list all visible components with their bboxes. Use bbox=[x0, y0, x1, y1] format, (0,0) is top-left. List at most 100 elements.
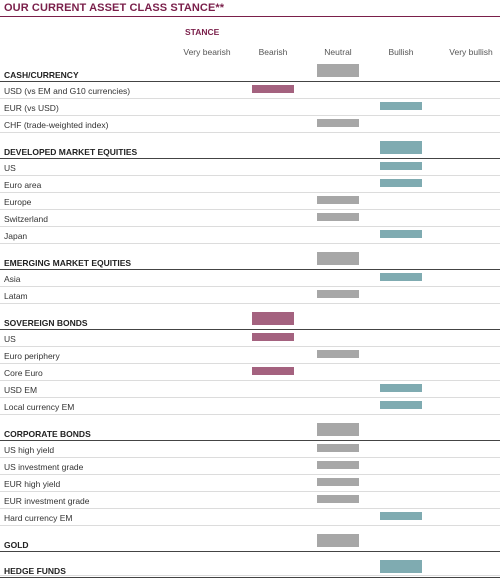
table-row: Asia bbox=[0, 270, 500, 287]
stance-bar-bearish bbox=[252, 85, 294, 93]
table-row: Latam bbox=[0, 287, 500, 304]
table-row: Core Euro bbox=[0, 364, 500, 381]
category-row: CASH/CURRENCY bbox=[0, 62, 500, 82]
stance-bar-neutral bbox=[317, 350, 359, 358]
row-divider bbox=[0, 440, 500, 441]
table-row: Hard currency EM bbox=[0, 509, 500, 526]
category-label: HEDGE FUNDS bbox=[4, 566, 66, 576]
table-row: USD EM bbox=[0, 381, 500, 398]
row-divider bbox=[0, 81, 500, 82]
row-label: USD (vs EM and G10 currencies) bbox=[4, 86, 131, 96]
row-divider bbox=[0, 132, 500, 133]
row-label: Core Euro bbox=[4, 368, 43, 378]
stance-bar-neutral bbox=[317, 534, 359, 547]
row-divider bbox=[0, 209, 500, 210]
stance-bar-neutral bbox=[317, 290, 359, 298]
stance-bar-bullish bbox=[380, 179, 422, 187]
stance-bar-bullish bbox=[380, 162, 422, 170]
row-divider bbox=[0, 192, 500, 193]
row-divider bbox=[0, 457, 500, 458]
column-header-very-bullish: Very bullish bbox=[449, 47, 493, 57]
column-header-bearish: Bearish bbox=[258, 47, 288, 57]
stance-bar-neutral bbox=[317, 423, 359, 436]
row-divider bbox=[0, 226, 500, 227]
row-label: Switzerland bbox=[4, 214, 48, 224]
category-label: DEVELOPED MARKET EQUITIES bbox=[4, 147, 138, 157]
row-divider bbox=[0, 269, 500, 270]
table-row: Switzerland bbox=[0, 210, 500, 227]
row-divider bbox=[0, 158, 500, 159]
row-divider bbox=[0, 303, 500, 304]
stance-bar-neutral bbox=[317, 478, 359, 486]
table-row: Japan bbox=[0, 227, 500, 244]
stance-bar-neutral bbox=[317, 213, 359, 221]
row-divider bbox=[0, 346, 500, 347]
table-row: EUR high yield bbox=[0, 475, 500, 492]
table-row: USD (vs EM and G10 currencies) bbox=[0, 82, 500, 99]
stance-bar-neutral bbox=[317, 495, 359, 503]
table-row: Euro periphery bbox=[0, 347, 500, 364]
stance-bar-neutral bbox=[317, 444, 359, 452]
row-label: US bbox=[4, 334, 16, 344]
category-row: CORPORATE BONDS bbox=[0, 421, 500, 441]
row-divider bbox=[0, 474, 500, 475]
stance-bar-bearish bbox=[252, 367, 294, 375]
stance-bar-neutral bbox=[317, 196, 359, 204]
column-header-bullish: Bullish bbox=[388, 47, 414, 57]
stance-bar-bullish bbox=[380, 512, 422, 520]
table-row: US bbox=[0, 330, 500, 347]
category-label: EMERGING MARKET EQUITIES bbox=[4, 258, 132, 268]
row-label: Japan bbox=[4, 231, 28, 241]
row-divider bbox=[0, 380, 500, 381]
category-row: DEVELOPED MARKET EQUITIES bbox=[0, 139, 500, 159]
category-label: CASH/CURRENCY bbox=[4, 70, 79, 80]
stance-bar-neutral bbox=[317, 252, 359, 265]
row-divider bbox=[0, 329, 500, 330]
stance-bar-bullish bbox=[380, 384, 422, 392]
row-divider bbox=[0, 243, 500, 244]
row-divider bbox=[0, 508, 500, 509]
title-divider bbox=[0, 16, 500, 17]
row-divider bbox=[0, 286, 500, 287]
row-label: Latam bbox=[4, 291, 28, 301]
column-header-very-bearish: Very bearish bbox=[183, 47, 231, 57]
stance-bar-bullish bbox=[380, 141, 422, 154]
table-row: Local currency EM bbox=[0, 398, 500, 415]
row-label: Asia bbox=[4, 274, 21, 284]
row-label: Local currency EM bbox=[4, 402, 75, 412]
column-header-neutral: Neutral bbox=[324, 47, 352, 57]
stance-bar-bullish bbox=[380, 273, 422, 281]
table-row: Europe bbox=[0, 193, 500, 210]
stance-label: STANCE bbox=[185, 27, 220, 37]
category-row: GOLD bbox=[0, 532, 500, 552]
stance-bar-neutral bbox=[317, 64, 359, 77]
row-label: Hard currency EM bbox=[4, 513, 73, 523]
row-divider bbox=[0, 115, 500, 116]
row-divider bbox=[0, 363, 500, 364]
category-row: SOVEREIGN BONDS bbox=[0, 310, 500, 330]
table-row: Euro area bbox=[0, 176, 500, 193]
row-label: Europe bbox=[4, 197, 32, 207]
row-divider bbox=[0, 175, 500, 176]
category-label: SOVEREIGN BONDS bbox=[4, 318, 88, 328]
row-divider bbox=[0, 98, 500, 99]
stance-bar-bullish bbox=[380, 230, 422, 238]
row-label: US investment grade bbox=[4, 462, 84, 472]
row-label: USD EM bbox=[4, 385, 38, 395]
row-label: CHF (trade-weighted index) bbox=[4, 120, 109, 130]
table-row: CHF (trade-weighted index) bbox=[0, 116, 500, 133]
bottom-divider bbox=[0, 575, 500, 576]
row-divider bbox=[0, 491, 500, 492]
stance-bar-bearish bbox=[252, 312, 294, 325]
row-label: US high yield bbox=[4, 445, 55, 455]
page-title: OUR CURRENT ASSET CLASS STANCE** bbox=[4, 2, 225, 14]
table-row: EUR (vs USD) bbox=[0, 99, 500, 116]
table-row: US investment grade bbox=[0, 458, 500, 475]
stance-bar-neutral bbox=[317, 461, 359, 469]
row-label: Euro periphery bbox=[4, 351, 60, 361]
category-label: CORPORATE BONDS bbox=[4, 429, 91, 439]
row-label: EUR high yield bbox=[4, 479, 61, 489]
stance-bar-bullish bbox=[380, 560, 422, 573]
row-divider bbox=[0, 397, 500, 398]
